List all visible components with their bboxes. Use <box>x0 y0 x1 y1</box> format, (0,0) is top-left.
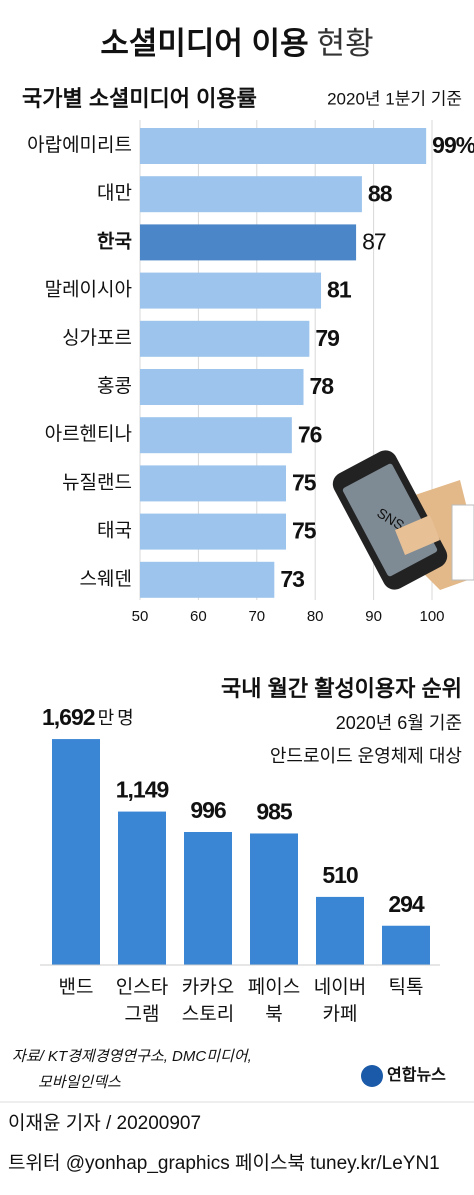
thumb <box>395 515 440 555</box>
value-label: 1,149 <box>116 777 169 803</box>
bar <box>140 369 304 405</box>
bar <box>250 833 298 965</box>
value-label: 985 <box>256 799 293 825</box>
x-tick-label: 100 <box>419 608 444 625</box>
title-light: 현황 <box>317 26 374 61</box>
y-tick-label: 홍콩 <box>97 375 132 397</box>
chart2-subtitle: 2020년 6월 기준 <box>336 713 462 733</box>
bar <box>140 513 286 550</box>
chart2-subtitle: 안드로이드 운영체제 대상 <box>270 746 462 766</box>
byline: 이재윤 기자 / 20200907 <box>8 1112 201 1134</box>
bar <box>184 832 232 965</box>
x-tick-label: 스토리 <box>182 1003 234 1025</box>
value-label: 1,692 만 명 <box>42 704 133 730</box>
bar <box>140 224 357 261</box>
chart2-title: 국내 월간 활성이용자 순위 <box>221 676 462 701</box>
value-label: 75 <box>292 518 317 544</box>
y-tick-label: 태국 <box>97 520 132 542</box>
logo-mark <box>361 1065 383 1087</box>
x-tick-label: 90 <box>365 608 382 625</box>
title-bold: 소셜미디어 이용 <box>100 26 308 61</box>
value-label: 510 <box>322 862 358 888</box>
value-unit: 만 명 <box>98 708 133 728</box>
logo: 연합뉴스 <box>387 1066 446 1084</box>
source: 모바일인덱스 <box>38 1074 121 1091</box>
value-label: 81 <box>327 277 352 303</box>
bar <box>118 811 166 965</box>
bar <box>140 465 286 502</box>
value-label: 87 <box>362 228 386 254</box>
y-tick-label: 스웨덴 <box>80 568 132 590</box>
x-tick-label: 그램 <box>125 1003 160 1025</box>
x-tick-label: 70 <box>248 608 265 625</box>
bar <box>52 739 100 965</box>
value-label: 76 <box>298 421 322 447</box>
bar <box>382 925 430 965</box>
value-label: 79 <box>315 325 339 351</box>
bar <box>316 896 364 965</box>
y-tick-label: 아르헨티나 <box>45 423 132 445</box>
main-title: 소셜미디어 이용 현황 <box>100 26 373 61</box>
x-tick-label: 인스타 <box>116 976 168 998</box>
bar <box>140 176 362 213</box>
bar <box>140 128 427 164</box>
y-tick-label: 아랍에미리트 <box>27 134 132 156</box>
y-tick-label: 뉴질랜드 <box>62 471 132 493</box>
x-tick-label: 카페 <box>323 1003 358 1025</box>
sleeve <box>451 504 474 581</box>
value-label: 75 <box>292 469 317 495</box>
value-label: 88 <box>368 180 393 206</box>
x-tick-label: 60 <box>190 608 207 625</box>
x-tick-label: 50 <box>132 608 149 625</box>
bar <box>140 561 275 598</box>
x-tick-label: 페이스 <box>248 976 300 998</box>
bar <box>140 417 292 454</box>
social: 트위터 @yonhap_graphics 페이스북 tuney.kr/LeYN1 <box>8 1152 440 1174</box>
source: 자료/ KT경제경영연구소, DMC미디어, <box>12 1048 252 1065</box>
x-tick-label: 북 <box>265 1004 282 1025</box>
y-tick-label: 싱가포르 <box>62 327 132 349</box>
x-tick-label: 네이버 <box>314 976 366 998</box>
x-tick-label: 카카오 <box>182 976 234 998</box>
x-tick-label: 틱톡 <box>389 976 424 998</box>
x-tick-label: 80 <box>307 608 324 625</box>
value-label: 99% <box>432 132 474 158</box>
value-label: 73 <box>280 566 304 592</box>
chart1-subtitle: 2020년 1분기 기준 <box>327 89 462 108</box>
bar <box>140 272 322 309</box>
value-label: 996 <box>190 797 226 823</box>
y-tick-label: 한국 <box>97 230 132 252</box>
y-tick-label: 말레이시아 <box>45 279 132 301</box>
phone-illustration: SNS <box>332 450 474 590</box>
chart1-title: 국가별 소셜미디어 이용률 <box>22 86 257 111</box>
value-label: 78 <box>310 373 335 399</box>
bar <box>140 320 310 357</box>
x-tick-label: 밴드 <box>59 976 94 998</box>
value-number: 1,692 <box>42 704 95 730</box>
value-label: 294 <box>388 891 425 917</box>
y-tick-label: 대만 <box>97 182 132 204</box>
